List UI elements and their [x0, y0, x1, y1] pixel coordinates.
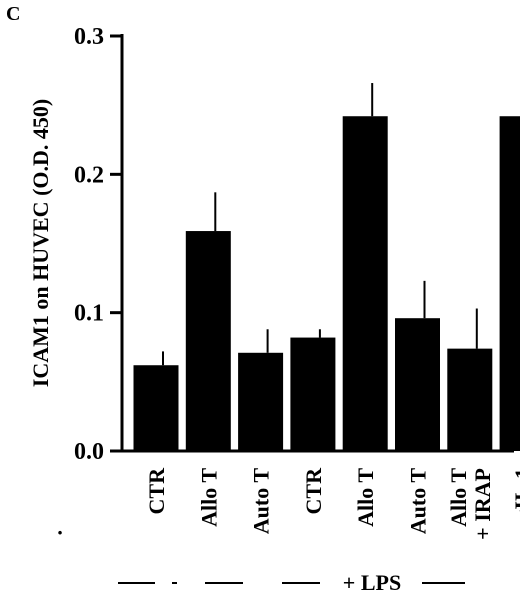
bar [238, 352, 284, 451]
y-tick-label: 0.2 [74, 162, 104, 188]
bars [133, 83, 520, 451]
y-axis-title: ICAM1 on HUVEC (O.D. 450) [28, 99, 53, 387]
x-tick-labels: CTR Allo T Auto T CTR Allo T Auto T Allo T+ IR… [144, 467, 520, 540]
bar [133, 365, 179, 451]
bar [499, 116, 520, 451]
x-tick-label: CTR [301, 467, 326, 515]
panel-label: C [6, 3, 20, 25]
bar [290, 337, 336, 451]
bar [447, 348, 493, 451]
x-tick-label: Allo T [353, 468, 378, 527]
bar [342, 116, 388, 451]
lps-label: + LPS [343, 570, 401, 595]
lps-group-annotations: + LPS [118, 570, 465, 595]
stray-dot: · [56, 520, 63, 545]
bar [185, 231, 231, 451]
y-ticks: 0.0 0.1 0.2 0.3 [74, 24, 122, 465]
x-tick-label: Allo T+ IRAP [446, 468, 495, 540]
y-tick-label: 0.1 [74, 301, 104, 327]
x-tick-label: Auto T [406, 468, 431, 535]
x-tick-label: CTR [144, 467, 169, 515]
x-tick-label: Allo T [196, 468, 221, 527]
y-tick-label: 0.0 [74, 439, 104, 465]
x-tick-label: rIL-1 [510, 468, 520, 519]
bar [395, 318, 440, 451]
x-tick-label: Auto T [249, 468, 274, 535]
y-tick-label: 0.3 [74, 24, 104, 50]
